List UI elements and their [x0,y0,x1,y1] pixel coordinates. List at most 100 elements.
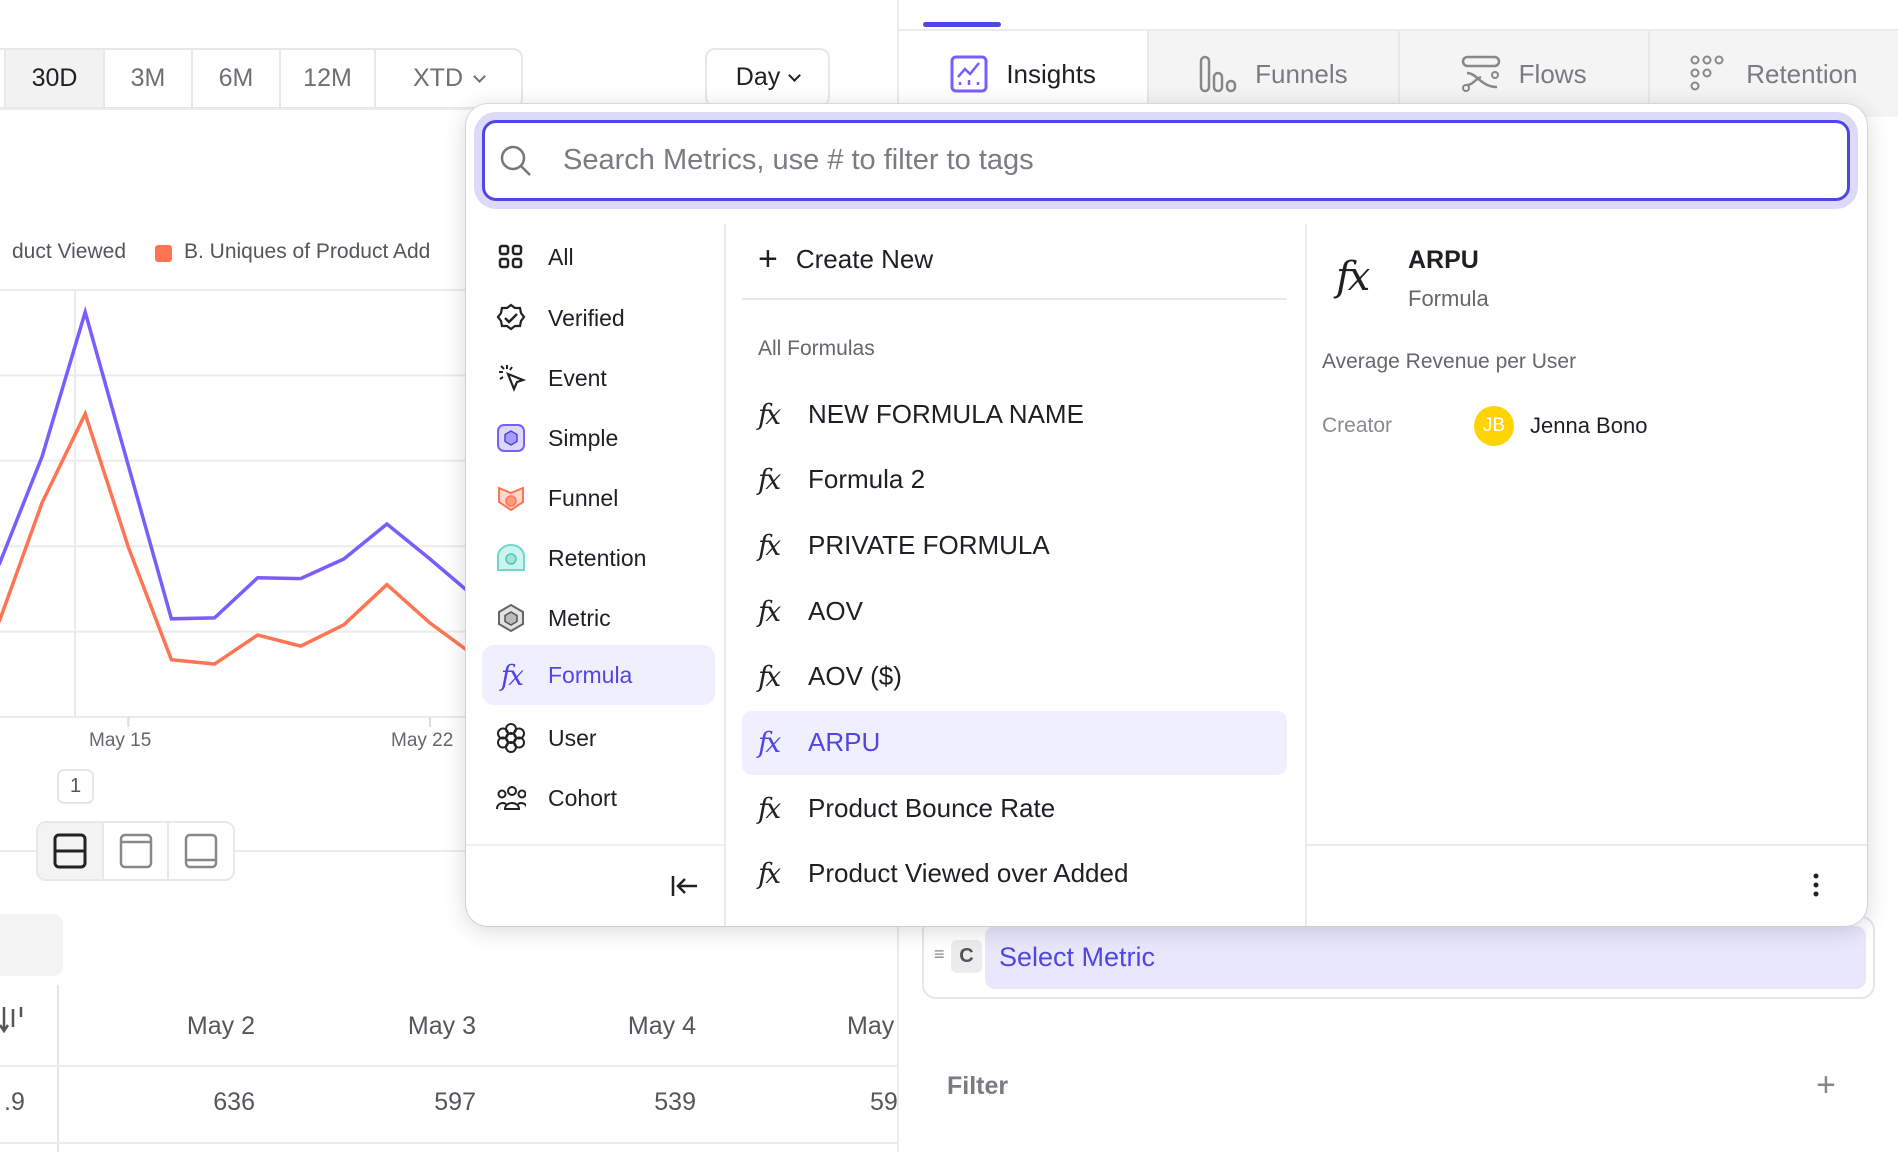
search-input[interactable] [563,144,1847,177]
category-label: Cohort [548,784,618,811]
tab-retention[interactable]: Retention [1647,31,1898,117]
category-all[interactable]: All [482,227,715,287]
formula-item[interactable]: fx Product Viewed over Added [742,842,1287,906]
category-label: All [548,243,574,270]
category-label: Formula [548,661,633,688]
layout-split-button[interactable] [38,823,102,879]
formula-label: Product Bounce Rate [808,792,1056,823]
category-retention[interactable]: Retention [482,528,715,588]
range-12m[interactable]: 12M [279,50,374,107]
category-metric[interactable]: Metric [482,588,715,648]
collapse-sidebar-icon[interactable] [670,873,700,899]
right-panel-header [897,0,1898,29]
tab-funnels[interactable]: Funnels [1147,31,1397,117]
chevron-down-icon [788,68,802,82]
range-xtd[interactable]: XTD [374,50,521,107]
formula-item[interactable]: fx ARPU [742,710,1287,775]
creator-name: Jenna Bono [1530,413,1648,438]
column-header[interactable]: May 3 [407,1012,476,1040]
layout-chart-only-button[interactable] [101,823,168,879]
search-table-field[interactable] [0,914,63,976]
layout-split-icon [53,833,87,869]
category-user[interactable]: User [482,708,715,768]
fx-icon: fx [758,857,781,891]
report-type-tabs: Insights Funnels Flows Retention [897,29,1898,117]
more-options-icon[interactable] [1812,872,1820,898]
table-column-divider [57,985,59,1152]
tab-flows[interactable]: Flows [1397,31,1648,117]
metric-row-c: ≡ C Select Metric [922,916,1875,999]
series-line-b [0,409,470,666]
column-header[interactable]: May [847,1012,895,1040]
table-cell: 636 [213,1088,255,1116]
category-cohort[interactable]: Cohort [482,768,715,828]
select-metric-button[interactable]: Select Metric [985,926,1866,989]
column-header[interactable]: May 2 [186,1012,255,1040]
detail-type: Formula [1408,286,1489,311]
metric-hexagon-icon [496,603,526,633]
formula-label: AOV ($) [808,661,902,692]
category-event[interactable]: Event [482,348,715,408]
search-icon [500,145,531,176]
category-simple[interactable]: Simple [482,408,715,468]
tab-label: Insights [1006,58,1096,89]
category-verified[interactable]: Verified [482,288,715,348]
insights-icon [950,55,988,93]
formula-item[interactable]: fx Formula 2 [742,448,1287,512]
layout-toggle-group [36,821,235,881]
column-header[interactable]: May 4 [627,1012,696,1040]
layout-top-icon [119,833,152,869]
retention-icon [1690,55,1724,91]
plus-icon: + [758,240,778,278]
formula-label: NEW FORMULA NAME [808,398,1084,429]
table-row: .9 636 597 539 59 [0,1088,897,1122]
section-title: All Formulas [758,337,875,360]
formula-item[interactable]: fx AOV [742,579,1287,643]
tab-insights[interactable]: Insights [899,31,1148,117]
formula-item[interactable]: fx AOV ($) [742,645,1287,709]
fx-icon: fx [758,791,781,825]
category-label: Simple [548,424,619,451]
search-field[interactable] [482,120,1850,201]
detail-title: ARPU [1408,246,1479,274]
range-6m[interactable]: 6M [191,50,279,107]
create-new-button[interactable]: + Create New [758,240,933,279]
fx-icon: fx [758,726,781,759]
x-tick-label: May 22 [391,730,454,751]
flows-icon [1461,55,1500,92]
formula-item[interactable]: fx Product Bounce Rate [742,776,1287,840]
category-formula[interactable]: fx Formula [482,645,715,705]
metric-letter-badge: C [951,940,982,973]
filter-label: Filter [947,1072,1009,1100]
category-label: Verified [548,304,625,331]
add-filter-plus-icon[interactable]: + [1816,1066,1836,1104]
detail-description: Average Revenue per User [1322,350,1577,373]
tab-label: Funnels [1255,58,1348,89]
click-cursor-icon [496,363,526,393]
sort-icon[interactable] [0,1005,26,1037]
page-number[interactable]: 1 [57,769,94,804]
tab-label: Retention [1746,58,1858,89]
legend-label: B. Uniques of Product Add [184,240,431,263]
range-30d[interactable]: 30D [4,50,103,107]
fx-icon: fx [500,658,524,692]
legend-item-b[interactable]: B. Uniques of Product Add [184,240,430,264]
layout-table-only-button[interactable] [167,823,233,879]
range-3m[interactable]: 3M [103,50,191,107]
funnel-metric-icon [496,483,526,513]
category-funnel[interactable]: Funnel [482,468,715,528]
divider [0,850,470,852]
legend-item-a[interactable]: duct Viewed [12,240,126,264]
formula-label: PRIVATE FORMULA [808,529,1050,560]
table-row-divider [0,1065,897,1067]
formula-item[interactable]: fx PRIVATE FORMULA [742,513,1287,577]
table-cell: 539 [654,1088,696,1116]
drag-handle-icon[interactable]: ≡ [934,944,945,964]
category-label: Metric [548,604,611,631]
formula-item[interactable]: fx NEW FORMULA NAME [742,382,1287,446]
avatar: JB [1474,406,1514,446]
granularity-select[interactable]: Day [705,48,830,107]
table-row-divider [0,1142,897,1144]
creator-label: Creator [1322,414,1393,437]
column-divider [724,224,726,926]
